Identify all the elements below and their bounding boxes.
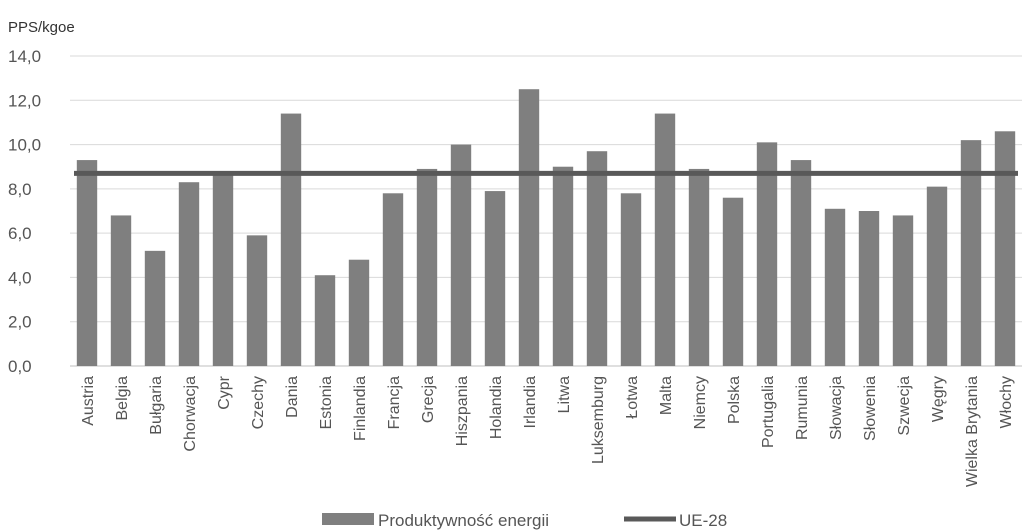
x-tick-label: Francja (386, 376, 403, 429)
y-tick-label: 6,0 (8, 224, 32, 243)
x-tick-label: Portugalia (760, 376, 777, 448)
legend-swatch-bars (322, 513, 374, 525)
bar (246, 235, 268, 366)
legend-label-line: UE-28 (679, 511, 727, 530)
x-tick-label: Austria (80, 376, 97, 426)
bar (280, 113, 302, 366)
y-tick-label: 8,0 (8, 180, 32, 199)
x-tick-label: Hiszpania (454, 376, 471, 446)
y-tick-label: 4,0 (8, 268, 32, 287)
bar (926, 186, 948, 366)
bar (518, 89, 540, 366)
bar (76, 160, 98, 366)
x-tick-label: Malta (658, 376, 675, 415)
bar (654, 113, 676, 366)
bar (484, 191, 506, 366)
x-tick-label: Szwecja (896, 376, 913, 436)
x-tick-label: Polska (726, 376, 743, 424)
x-tick-label: Cypr (216, 375, 233, 409)
legend-label-bars: Produktywność energii (378, 511, 549, 530)
x-tick-label: Włochy (998, 376, 1015, 428)
x-tick-label: Słowenia (862, 376, 879, 441)
bar (348, 259, 370, 366)
y-tick-label: 14,0 (8, 47, 41, 66)
bar (722, 197, 744, 366)
bar (756, 142, 778, 366)
x-tick-label: Belgia (114, 376, 131, 421)
bar (144, 250, 166, 366)
x-tick-label: Chorwacja (182, 376, 199, 452)
y-axis-ticks: 0,0 2,0 4,0 6,0 8,0 10,0 12,0 14,0 (8, 47, 41, 376)
x-tick-label: Grecja (420, 376, 437, 423)
x-tick-label: Węgry (930, 376, 947, 422)
bar (552, 166, 574, 366)
y-tick-label: 10,0 (8, 136, 41, 155)
x-tick-label: Dania (284, 376, 301, 418)
bar (892, 215, 914, 366)
bar (416, 168, 438, 366)
bar (790, 160, 812, 366)
x-tick-label: Wielka Brytania (964, 376, 981, 487)
x-axis-labels: Austria Belgia Bułgaria Chorwacja Cypr Czechy… (80, 375, 1015, 487)
x-tick-label: Luksemburg (590, 376, 607, 464)
x-tick-label: Irlandia (522, 376, 539, 429)
bar (110, 215, 132, 366)
bar (382, 193, 404, 366)
x-tick-label: Niemcy (692, 376, 709, 429)
bars (76, 89, 1016, 366)
x-tick-label: Estonia (318, 376, 335, 429)
y-axis-unit-label: PPS/kgoe (8, 19, 75, 36)
bar (450, 144, 472, 366)
x-tick-label: Bułgaria (148, 376, 165, 435)
bar (178, 182, 200, 366)
x-tick-label: Czechy (250, 376, 267, 429)
legend: Produktywność energii UE-28 (322, 511, 727, 530)
bar (858, 211, 880, 366)
x-tick-label: Łotwa (624, 376, 641, 419)
y-tick-label: 2,0 (8, 313, 32, 332)
y-tick-label: 12,0 (8, 91, 41, 110)
x-tick-label: Słowacja (828, 376, 845, 440)
bar (824, 208, 846, 366)
x-tick-label: Rumunia (794, 376, 811, 440)
x-tick-label: Litwa (556, 376, 573, 413)
x-tick-label: Holandia (488, 376, 505, 439)
bar (586, 151, 608, 366)
bar (688, 168, 710, 366)
bar (620, 193, 642, 366)
bar (960, 140, 982, 366)
bar (994, 131, 1016, 366)
bar (212, 171, 234, 366)
bar (314, 275, 336, 366)
x-tick-label: Finlandia (352, 376, 369, 441)
y-tick-label: 0,0 (8, 357, 32, 376)
